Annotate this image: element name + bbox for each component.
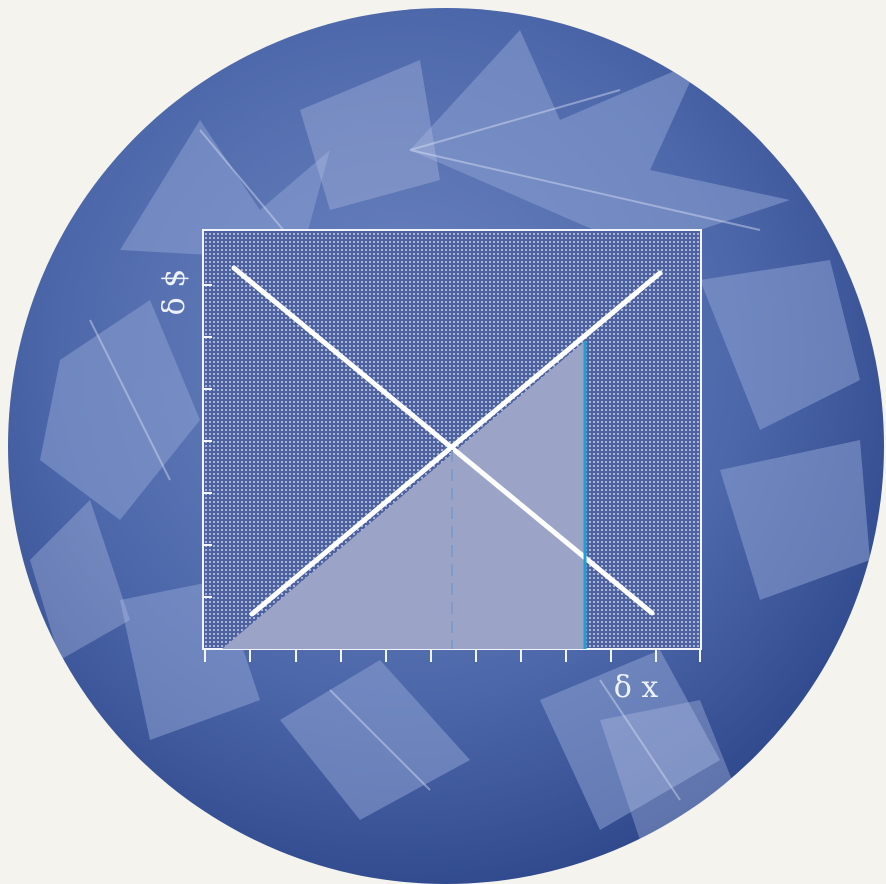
y-axis-ticks xyxy=(203,284,212,598)
falling-line xyxy=(231,265,655,616)
x-axis-label: δ x xyxy=(614,670,659,705)
y-axis-label: δ $ xyxy=(157,269,192,316)
shaded-region xyxy=(222,341,585,649)
plot xyxy=(202,229,702,662)
rising-line xyxy=(249,270,663,617)
x-axis-ticks xyxy=(204,649,701,662)
